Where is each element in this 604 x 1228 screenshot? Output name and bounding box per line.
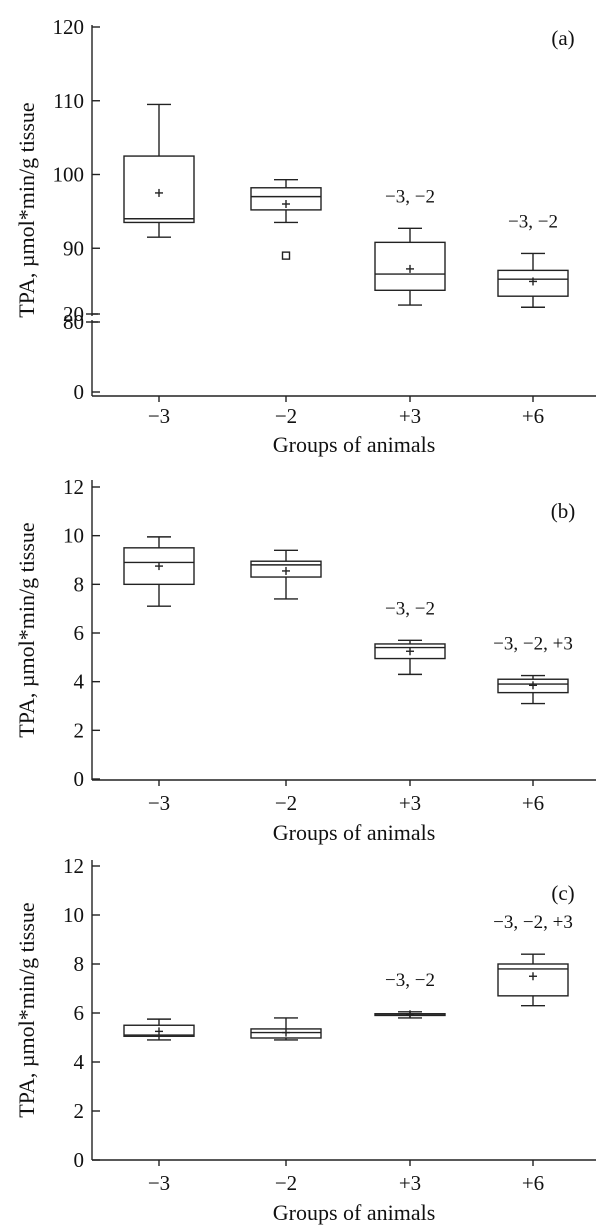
y-tick-label: 6 [74,1001,85,1025]
panel-label: (a) [551,26,574,50]
y-tick-label: 80 [63,310,84,334]
y-tick-label: 90 [63,236,84,260]
y-tick-label: 8 [74,572,85,596]
y-tick-label: 2 [74,718,85,742]
x-axis-title: Groups of animals [273,820,436,845]
y-tick-label: 2 [74,1099,85,1123]
significance-annotation: −3, −2 [385,598,435,619]
chart-panel: 80 90 100 110 120 0 20 −3 −2 +3 +6 Groups of animal… [14,15,596,457]
y-tick-label: 0 [74,1148,85,1172]
box-iqr [497,269,569,297]
y-axis-title: TPA, µmol*min/g tissue [14,102,39,317]
box-plot-4: −3, −2, +3 [493,634,573,705]
significance-annotation: −3, −2, +3 [493,634,573,655]
significance-annotation: −3, −2 [385,970,435,991]
box-iqr [497,678,569,694]
box-plot-1 [123,536,195,607]
box-plot-2 [250,1017,322,1041]
chart-panel: 0 2 4 6 8 10 12 −3 −2 +3 +6 Groups of animals TPA, µ… [14,475,596,845]
y-tick-label: 12 [63,475,84,499]
y-tick-label: 120 [53,15,85,39]
x-tick-label: −2 [275,1171,297,1195]
x-axis-title: Groups of animals [273,432,436,457]
box-iqr [497,963,569,997]
box-plot-3: −3, −2 [374,598,446,676]
box-iqr [374,241,446,291]
x-tick-label: −3 [148,791,170,815]
box-plot-2 [250,549,322,600]
x-tick-label: +3 [399,791,421,815]
box-iqr [374,643,446,660]
box-plot-1 [123,1018,195,1041]
outlier-point [281,251,291,260]
significance-annotation: −3, −2 [385,186,435,207]
box-iqr [123,1024,195,1037]
y-tick-label: 8 [74,952,85,976]
y-tick-label: 10 [63,524,84,548]
x-tick-label: +6 [522,791,544,815]
x-tick-label: +6 [522,404,544,428]
x-tick-label: −3 [148,1171,170,1195]
y-tick-label: 0 [74,767,85,791]
box-plot-4: −3, −2 [497,211,569,308]
box-plot-4: −3, −2, +3 [493,912,573,1007]
significance-annotation: −3, −2, +3 [493,912,573,933]
box-iqr [123,547,195,586]
box-iqr [250,187,322,211]
y-tick-label: 6 [74,621,85,645]
panel-label: (b) [551,499,576,523]
box-plot-2 [250,178,322,260]
y-tick-label: 4 [74,1050,85,1074]
x-tick-label: −2 [275,404,297,428]
x-tick-label: −3 [148,404,170,428]
y-tick-label: 100 [53,163,85,187]
y-tick-label: 110 [53,89,84,113]
y-tick-label: 4 [74,670,85,694]
y-tick-label: 10 [63,903,84,927]
y-tick-label: 20 [63,302,84,326]
y-axis-title: TPA, µmol*min/g tissue [14,902,39,1117]
x-tick-label: −2 [275,791,297,815]
y-axis-title: TPA, µmol*min/g tissue [14,522,39,737]
x-axis-title: Groups of animals [273,1200,436,1225]
box-plot-1 [123,103,195,238]
box-plot-3: −3, −2 [374,186,446,306]
box-plot-3: −3, −2 [374,970,446,1019]
x-tick-label: +6 [522,1171,544,1195]
x-tick-label: +3 [399,1171,421,1195]
box-iqr [250,560,322,578]
y-tick-label: 0 [74,380,85,404]
box-iqr [123,155,195,224]
y-tick-label: 12 [63,854,84,878]
significance-annotation: −3, −2 [508,211,558,232]
panel-label: (c) [551,881,574,905]
chart-panel: 0 2 4 6 8 10 12 −3 −2 +3 +6 Groups of animals TPA, µ… [14,854,596,1225]
x-tick-label: +3 [399,404,421,428]
